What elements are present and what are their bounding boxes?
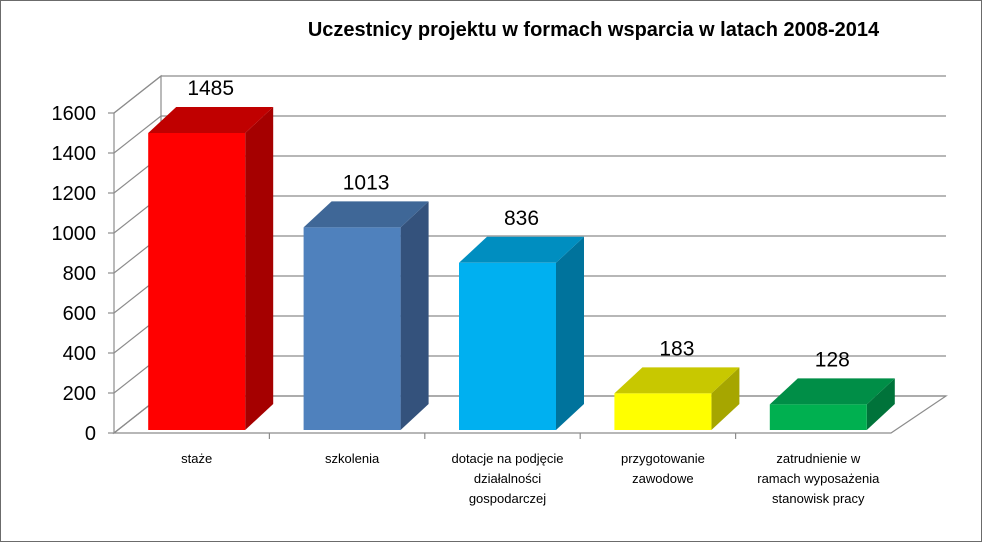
gridline [108,115,946,154]
gridline-side [113,75,162,114]
bar-front [303,227,401,430]
gridline-side [113,115,162,154]
category-label: ramach wyposażenia [757,471,880,486]
bar-front [769,404,867,430]
bar-front [148,133,246,430]
y-tick-label: 800 [63,263,96,285]
category-label: dotacje na podjęcie [451,451,563,466]
category-label: zawodowe [632,471,693,486]
data-labels: 1485 1013 836 183 128 [187,77,849,371]
bar-side [400,201,429,430]
bar-side [556,236,584,430]
y-tick-label: 400 [63,343,96,365]
category-label: gospodarczej [469,491,546,506]
gridline [108,75,946,114]
category-label: zatrudnienie w [776,451,860,466]
bar-front [614,393,712,430]
data-label: 1485 [187,77,234,100]
bar-side [866,378,895,430]
category-label: szkolenia [325,451,380,466]
y-axis-ticks: 0 200 400 600 800 1000 1200 1400 1600 [52,103,97,445]
bar-side [711,367,740,430]
chart-title: Uczestnicy projektu w formach wsparcia w… [307,19,880,41]
data-label: 183 [659,337,694,360]
bar [459,236,584,430]
bar-top [459,236,584,263]
category-label: działalności [474,471,541,486]
category-label: przygotowanie [621,451,705,466]
y-tick-label: 1600 [52,103,97,125]
bar-top [614,367,740,394]
bar [148,107,274,430]
y-tick-label: 600 [63,303,96,325]
category-label: staże [181,451,212,466]
bar-top [148,107,274,133]
y-tick-label: 0 [85,423,96,445]
y-tick-label: 200 [63,383,96,405]
y-tick-label: 1400 [52,143,97,165]
bar-front [459,262,556,430]
y-tick-label: 1200 [52,183,97,205]
bar-top [303,201,429,228]
category-label: stanowisk pracy [772,491,865,506]
bar [769,378,895,430]
bar-side [245,107,274,430]
bars [148,107,895,430]
data-label: 836 [504,207,539,230]
data-label: 128 [815,348,850,371]
y-tick-label: 1000 [52,223,97,245]
bar [614,367,740,430]
bar [303,201,429,430]
category-labels: staże szkolenia dotacje na podjęcie działal… [181,451,880,506]
bar-top [769,378,895,405]
data-label: 1013 [343,171,390,194]
